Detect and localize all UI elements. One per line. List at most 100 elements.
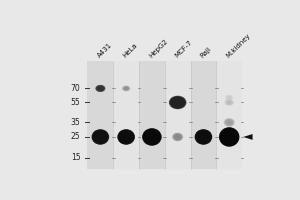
Ellipse shape — [97, 134, 104, 140]
Ellipse shape — [174, 99, 182, 106]
Ellipse shape — [226, 120, 232, 125]
Ellipse shape — [227, 101, 232, 104]
Ellipse shape — [219, 127, 239, 147]
Ellipse shape — [100, 136, 101, 138]
Bar — [113, 61, 139, 169]
Ellipse shape — [171, 97, 184, 108]
Ellipse shape — [176, 101, 179, 103]
Ellipse shape — [99, 88, 102, 89]
Ellipse shape — [202, 136, 204, 138]
Ellipse shape — [225, 95, 233, 100]
Bar — [88, 61, 113, 169]
Ellipse shape — [225, 99, 234, 106]
Ellipse shape — [150, 135, 154, 139]
Ellipse shape — [92, 130, 109, 144]
Ellipse shape — [174, 134, 182, 140]
Ellipse shape — [118, 130, 134, 144]
Ellipse shape — [97, 86, 104, 91]
Ellipse shape — [145, 131, 159, 143]
Ellipse shape — [122, 133, 130, 140]
Ellipse shape — [97, 86, 104, 91]
Bar — [165, 61, 190, 169]
Ellipse shape — [201, 135, 206, 139]
Text: HeLa: HeLa — [122, 42, 139, 59]
Text: MCF-7: MCF-7 — [173, 39, 193, 59]
Ellipse shape — [199, 133, 208, 141]
Ellipse shape — [99, 136, 102, 138]
Ellipse shape — [94, 131, 107, 143]
Ellipse shape — [222, 130, 236, 144]
Ellipse shape — [175, 100, 180, 105]
Ellipse shape — [96, 86, 104, 91]
Ellipse shape — [227, 96, 231, 99]
Ellipse shape — [225, 119, 234, 126]
Ellipse shape — [98, 87, 103, 90]
Ellipse shape — [199, 133, 208, 141]
Ellipse shape — [175, 135, 181, 139]
Ellipse shape — [226, 95, 232, 100]
Ellipse shape — [98, 135, 103, 139]
Ellipse shape — [226, 96, 232, 100]
Ellipse shape — [227, 96, 232, 99]
Ellipse shape — [121, 132, 131, 142]
Ellipse shape — [93, 131, 107, 143]
Ellipse shape — [226, 100, 233, 105]
Ellipse shape — [224, 132, 234, 142]
Ellipse shape — [172, 98, 184, 107]
Ellipse shape — [224, 119, 234, 126]
Ellipse shape — [95, 133, 105, 141]
Ellipse shape — [143, 129, 161, 145]
Ellipse shape — [119, 131, 133, 143]
Ellipse shape — [226, 134, 233, 140]
Ellipse shape — [226, 95, 233, 100]
Ellipse shape — [119, 131, 133, 143]
Ellipse shape — [175, 135, 180, 139]
Ellipse shape — [95, 85, 105, 92]
Ellipse shape — [94, 132, 106, 142]
Ellipse shape — [196, 131, 211, 143]
Ellipse shape — [171, 97, 185, 108]
Ellipse shape — [225, 133, 234, 141]
Ellipse shape — [98, 87, 103, 90]
Bar — [190, 61, 216, 169]
Text: 55: 55 — [71, 98, 80, 107]
Ellipse shape — [225, 99, 234, 106]
Ellipse shape — [123, 86, 130, 91]
Ellipse shape — [123, 86, 129, 91]
Ellipse shape — [201, 135, 206, 139]
Ellipse shape — [97, 86, 103, 91]
Ellipse shape — [173, 99, 182, 106]
Polygon shape — [243, 134, 253, 140]
Ellipse shape — [225, 119, 233, 125]
Ellipse shape — [96, 133, 105, 141]
Ellipse shape — [226, 100, 233, 105]
Ellipse shape — [120, 132, 132, 142]
Ellipse shape — [224, 132, 235, 142]
Ellipse shape — [142, 128, 162, 146]
Ellipse shape — [169, 96, 187, 109]
Ellipse shape — [175, 135, 181, 139]
Ellipse shape — [97, 86, 104, 91]
Ellipse shape — [200, 133, 207, 140]
Ellipse shape — [173, 99, 182, 106]
Bar — [88, 61, 242, 169]
Ellipse shape — [226, 96, 232, 100]
Ellipse shape — [226, 120, 232, 125]
Ellipse shape — [224, 118, 235, 127]
Ellipse shape — [227, 96, 232, 99]
Ellipse shape — [147, 133, 157, 141]
Ellipse shape — [221, 129, 237, 145]
Ellipse shape — [148, 133, 156, 140]
Ellipse shape — [224, 118, 234, 126]
Ellipse shape — [149, 135, 154, 139]
Ellipse shape — [197, 131, 210, 143]
Ellipse shape — [200, 134, 206, 140]
Ellipse shape — [95, 85, 106, 92]
Ellipse shape — [121, 133, 131, 141]
Ellipse shape — [223, 131, 236, 143]
Ellipse shape — [170, 97, 185, 108]
Ellipse shape — [124, 87, 129, 90]
Ellipse shape — [220, 128, 239, 146]
Text: 35: 35 — [71, 118, 80, 127]
Ellipse shape — [195, 130, 212, 144]
